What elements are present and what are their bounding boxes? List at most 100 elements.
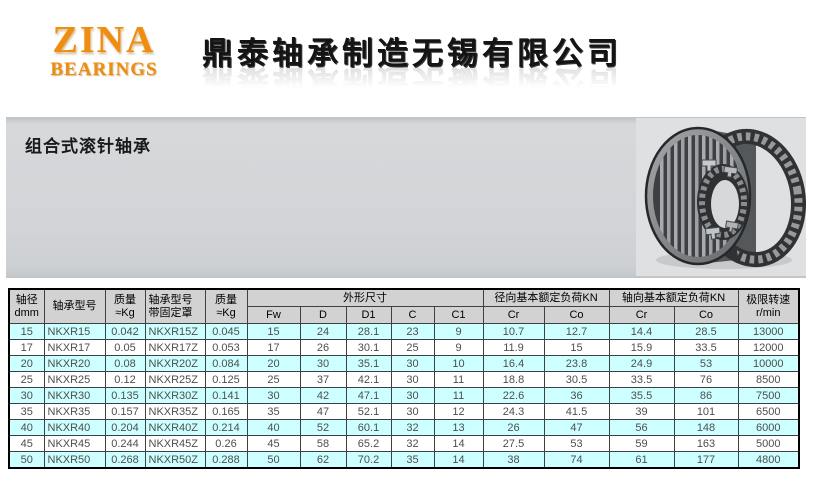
col-subheader-d: D — [299, 306, 347, 324]
cell: 50 — [8, 451, 45, 469]
col-header-mass-line1: 质量 — [114, 293, 136, 306]
cell: 30 — [246, 387, 301, 404]
cell: 15 — [246, 323, 301, 340]
cell: 15.9 — [608, 339, 675, 356]
col-subheader-d1: D1 — [345, 306, 392, 324]
col-header-limit-speed-line2: r/min — [756, 306, 781, 319]
cell: 28.5 — [673, 323, 739, 340]
cell: 47 — [543, 419, 610, 436]
cell: 20 — [8, 355, 45, 372]
product-banner: 组合式滚针轴承 — [6, 117, 807, 278]
cell: 58 — [299, 435, 347, 452]
cell: 148 — [673, 419, 739, 436]
cell: NKXR25 — [43, 371, 106, 388]
cell: 24.3 — [482, 403, 545, 420]
col-group-outer-dimensions: 外形尺寸 — [246, 288, 484, 307]
cell: 0.135 — [104, 387, 146, 404]
cell: 60.1 — [345, 419, 392, 436]
cell: 6500 — [737, 403, 800, 420]
cell: NKXR17 — [43, 339, 106, 356]
cell: 28.1 — [345, 323, 392, 340]
cell: 0.244 — [104, 435, 146, 452]
cell: 4800 — [737, 451, 800, 469]
col-subheader-axial-cr: Cr — [608, 306, 675, 324]
cell: 20 — [246, 355, 301, 372]
col-header-limit-speed: 极限转速 r/min — [737, 288, 800, 324]
cell: 177 — [673, 451, 739, 469]
cell: 25 — [8, 371, 45, 388]
col-header-model-with-cover-line2: 带固定罩 — [148, 306, 193, 319]
cell: 163 — [673, 435, 739, 452]
cell: 17 — [246, 339, 301, 356]
spec-table-body: 15 NKXR15 0.042 NKXR15Z 0.045 15 24 28.1 23 9 10.7… — [8, 323, 800, 469]
cell: 12000 — [737, 339, 800, 356]
cell: 0.05 — [104, 339, 146, 356]
cell: 35.1 — [345, 355, 392, 372]
cell: 40 — [8, 419, 45, 436]
cell: 38 — [482, 451, 545, 469]
col-subheader-radial-cr: Cr — [482, 306, 545, 324]
cell: 32 — [390, 419, 435, 436]
cell: 0.141 — [204, 387, 248, 404]
col-group-radial-load: 径向基本额定负荷KN — [482, 288, 610, 307]
cell: 53 — [673, 355, 739, 372]
cell: 0.214 — [204, 419, 248, 436]
cell: NKXR45Z — [144, 435, 206, 452]
cell: 0.204 — [104, 419, 146, 436]
cell: NKXR20Z — [144, 355, 206, 372]
cell: 0.084 — [204, 355, 248, 372]
cell: NKXR30Z — [144, 387, 206, 404]
table-row: 30 NKXR30 0.135 NKXR30Z 0.141 30 42 47.1 30 11 22.… — [8, 387, 800, 404]
logo-zina-text: ZINA — [52, 19, 156, 61]
cell: 0.125 — [204, 371, 248, 388]
cell: 7500 — [737, 387, 800, 404]
cell: 0.288 — [204, 451, 248, 469]
cell: 0.053 — [204, 339, 248, 356]
cell: 0.165 — [204, 403, 248, 420]
cell: 14.4 — [608, 323, 675, 340]
cell: 23.8 — [543, 355, 610, 372]
cell: 27.5 — [482, 435, 545, 452]
col-subheader-c: C — [390, 306, 435, 324]
section-title: 组合式滚针轴承 — [25, 137, 151, 156]
cell: 35 — [390, 451, 435, 469]
cell: 5000 — [737, 435, 800, 452]
cell: 9 — [433, 323, 484, 340]
cell: 101 — [673, 403, 739, 420]
cell: 65.2 — [345, 435, 392, 452]
col-subheader-radial-co: Co — [543, 306, 610, 324]
table-row: 25 NKXR25 0.12 NKXR25Z 0.125 25 37 42.1 30 11 18.8… — [8, 371, 800, 388]
cell: NKXR15 — [43, 323, 106, 340]
cell: 30 — [390, 403, 435, 420]
cell: 30 — [390, 371, 435, 388]
cell: NKXR30 — [43, 387, 106, 404]
col-header-model-with-cover-line1: 轴承型号 — [148, 293, 193, 306]
cell: 8500 — [737, 371, 800, 388]
cell: 0.26 — [204, 435, 248, 452]
col-subheader-c1: C1 — [433, 306, 484, 324]
cell: 10000 — [737, 355, 800, 372]
spec-table: 轴径 dmm 轴承型号 质量 ≈Kg 轴承型号 带固定罩 质量 ≈Kg 外形尺寸… — [8, 288, 800, 469]
table-row: 50 NKXR50 0.268 NKXR50Z 0.288 50 62 70.2 35 14 38 7… — [8, 451, 800, 469]
cell: 10.7 — [482, 323, 545, 340]
cell: 30 — [390, 355, 435, 372]
cell: 17 — [8, 339, 45, 356]
cell: 52.1 — [345, 403, 392, 420]
cell: NKXR35 — [43, 403, 106, 420]
cell: 13 — [433, 419, 484, 436]
col-header-shaft-dia: 轴径 dmm — [8, 288, 45, 324]
cell: 13000 — [737, 323, 800, 340]
bearing-photo-illustration — [636, 118, 807, 276]
col-header-shaft-dia-line1: 轴径 — [15, 293, 38, 306]
cell: NKXR45 — [43, 435, 106, 452]
table-row: 17 NKXR17 0.05 NKXR17Z 0.053 17 26 30.1 25 9 11.9 1… — [8, 339, 800, 356]
cell: 30.5 — [543, 371, 610, 388]
cell: 24 — [299, 323, 347, 340]
cell: 25 — [390, 339, 435, 356]
cell: 59 — [608, 435, 675, 452]
cell: 86 — [673, 387, 739, 404]
cell: 42.1 — [345, 371, 392, 388]
cell: 33.5 — [673, 339, 739, 356]
cell: NKXR50 — [43, 451, 106, 469]
